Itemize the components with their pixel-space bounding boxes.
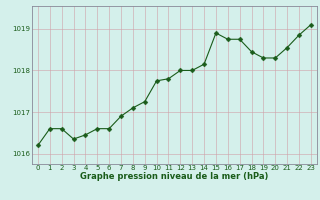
X-axis label: Graphe pression niveau de la mer (hPa): Graphe pression niveau de la mer (hPa) <box>80 172 268 181</box>
